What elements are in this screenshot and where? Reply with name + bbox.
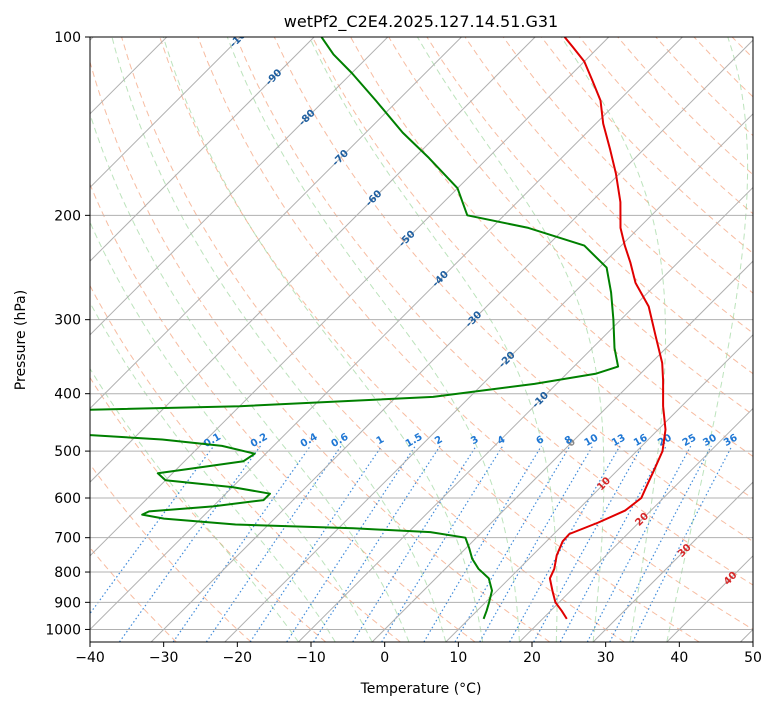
- y-tick-label: 400: [54, 387, 81, 403]
- y-tick-label: 600: [54, 491, 81, 507]
- x-tick-label: −10: [296, 650, 326, 666]
- y-tick-label: 700: [54, 531, 81, 547]
- x-tick-label: 40: [670, 650, 688, 666]
- x-tick-label: −40: [75, 650, 105, 666]
- y-tick-label: 500: [54, 444, 81, 460]
- y-tick-label: 900: [54, 595, 81, 611]
- y-tick-label: 1000: [45, 622, 81, 638]
- chart-title: wetPf2_C2E4.2025.127.14.51.G31: [284, 12, 558, 32]
- x-axis-title: Temperature (°C): [360, 681, 482, 697]
- y-tick-label: 200: [54, 208, 81, 224]
- x-tick-label: 0: [380, 650, 389, 666]
- x-tick-label: −30: [149, 650, 179, 666]
- x-tick-label: −20: [223, 650, 253, 666]
- y-tick-label: 100: [54, 30, 81, 46]
- y-tick-label: 800: [54, 565, 81, 581]
- y-tick-label: 300: [54, 313, 81, 329]
- x-tick-label: 30: [597, 650, 615, 666]
- x-tick-label: 50: [744, 650, 762, 666]
- x-tick-label: 10: [449, 650, 467, 666]
- x-tick-label: 20: [523, 650, 541, 666]
- y-axis-title: Pressure (hPa): [13, 290, 29, 390]
